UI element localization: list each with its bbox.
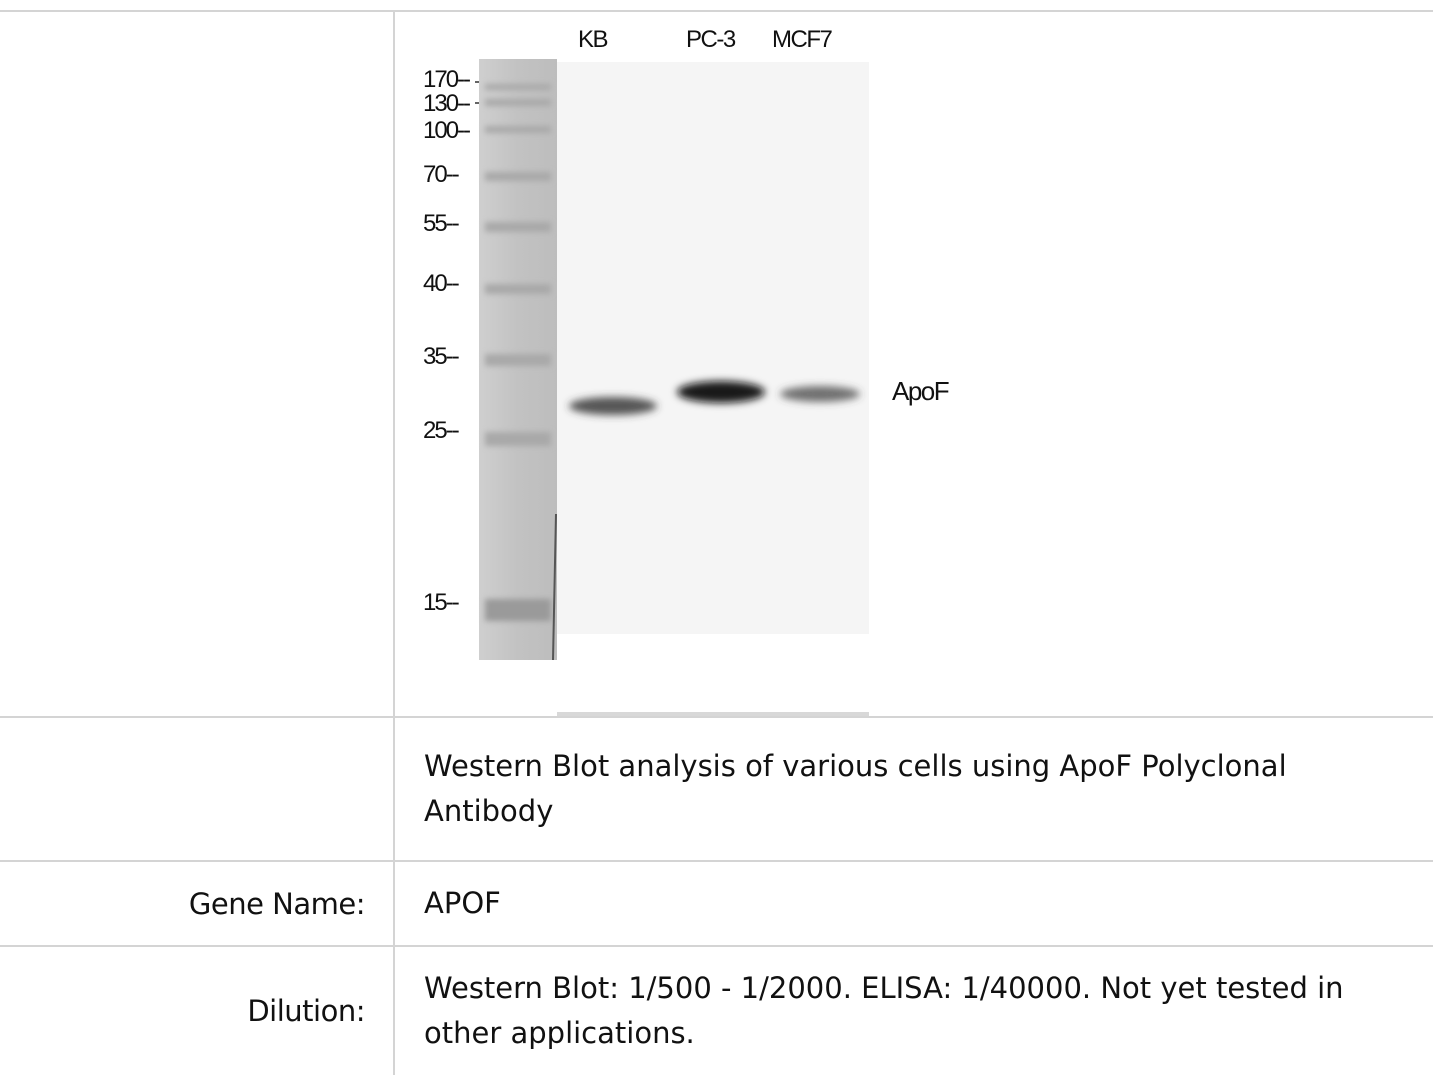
dilution-row: Dilution: Western Blot: 1/500 - 1/2000. … xyxy=(0,947,1433,1075)
western-blot-figure: KB PC-3 MCF7 170-- 130-- 100-- 70-- 55--… xyxy=(415,14,975,724)
mw-marker-25: 25-- xyxy=(423,417,460,444)
ladder-bands xyxy=(485,84,551,621)
mw-marker-70: 70-- xyxy=(423,161,460,188)
lane-label-pc3: PC-3 xyxy=(686,26,736,53)
lane-label-kb: KB xyxy=(578,26,609,53)
mw-marker-40: 40-- xyxy=(423,270,460,297)
membrane xyxy=(557,62,869,634)
image-row xyxy=(0,12,1433,718)
mw-marker-100: 100-- xyxy=(423,117,471,144)
apof-bands xyxy=(569,381,860,415)
figure-caption: Western Blot analysis of various cells u… xyxy=(424,749,1287,828)
lane-label-mcf7: MCF7 xyxy=(772,26,833,53)
gene-name-label: Gene Name: xyxy=(0,862,395,945)
band-label-apof: ApoF xyxy=(892,376,950,406)
product-spec-table: Western Blot analysis of various cells u… xyxy=(0,10,1433,1075)
caption-label xyxy=(0,718,395,860)
image-row-label xyxy=(0,12,395,716)
mw-marker-170: 170-- xyxy=(423,66,471,93)
caption-row: Western Blot analysis of various cells u… xyxy=(0,718,1433,862)
mw-marker-35: 35-- xyxy=(423,343,460,370)
dilution-label: Dilution: xyxy=(0,947,395,1075)
mw-marker-15: 15-- xyxy=(423,589,460,616)
mw-marker-55: 55-- xyxy=(423,210,460,237)
blot-image xyxy=(475,59,869,716)
mw-marker-130: 130-- xyxy=(423,90,471,117)
dilution-value: Western Blot: 1/500 - 1/2000. ELISA: 1/4… xyxy=(424,971,1344,1050)
membrane-bottom-edge xyxy=(557,712,869,716)
ladder-edge xyxy=(552,513,557,661)
gene-row: Gene Name: APOF xyxy=(0,862,1433,947)
gene-name-value: APOF xyxy=(424,886,501,920)
